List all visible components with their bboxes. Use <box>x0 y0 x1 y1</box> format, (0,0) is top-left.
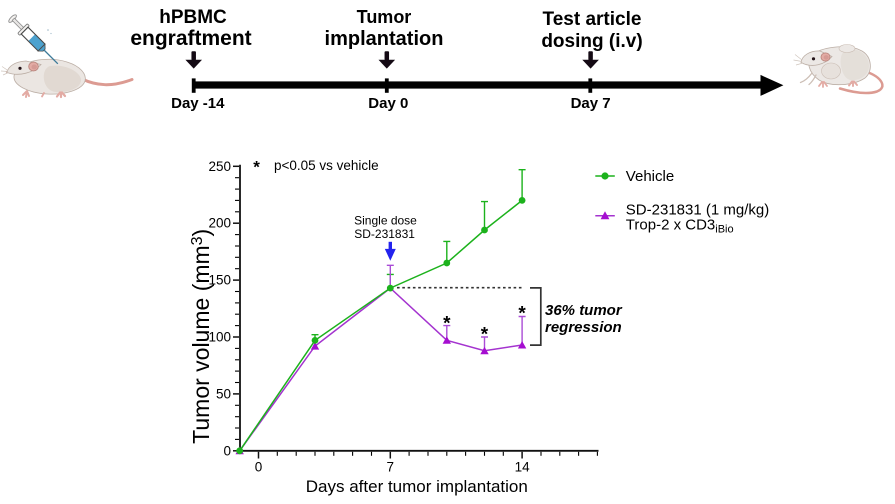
svg-text:SD-231831 (1 mg/kg): SD-231831 (1 mg/kg) <box>626 202 769 219</box>
svg-text:36% tumor: 36% tumor <box>545 302 623 319</box>
svg-text:14: 14 <box>515 460 531 475</box>
svg-text:hPBMC: hPBMC <box>159 7 227 28</box>
svg-text:Test article: Test article <box>543 9 642 30</box>
svg-text:Trop-2 x CD3iBio: Trop-2 x CD3iBio <box>626 217 734 236</box>
svg-text:200: 200 <box>208 216 231 231</box>
svg-text:Vehicle: Vehicle <box>626 168 674 185</box>
svg-text:Single dose: Single dose <box>354 214 417 228</box>
svg-text:Tumor: Tumor <box>357 7 412 27</box>
svg-text:implantation: implantation <box>325 28 444 50</box>
svg-text:engraftment: engraftment <box>130 27 251 50</box>
svg-text:Day -14: Day -14 <box>171 95 225 112</box>
svg-text:Day 7: Day 7 <box>571 95 611 112</box>
svg-text:*: * <box>518 303 526 324</box>
svg-text:7: 7 <box>387 460 395 475</box>
svg-text:*: * <box>443 314 451 335</box>
svg-text:50: 50 <box>216 386 231 401</box>
svg-text:0: 0 <box>223 443 231 458</box>
svg-text:Day 0: Day 0 <box>368 95 408 112</box>
svg-text:Days after tumor implantation: Days after tumor implantation <box>306 477 528 496</box>
svg-text:p<0.05 vs vehicle: p<0.05 vs vehicle <box>274 158 379 173</box>
svg-text:dosing (i.v): dosing (i.v) <box>541 31 642 52</box>
svg-text:*: * <box>481 324 489 345</box>
svg-text:0: 0 <box>255 460 263 475</box>
svg-text:regression: regression <box>545 319 622 336</box>
svg-text:250: 250 <box>208 159 231 174</box>
svg-text:SD-231831: SD-231831 <box>354 227 415 241</box>
svg-text:Tumor volume (mm3): Tumor volume (mm3) <box>188 229 214 444</box>
svg-text:150: 150 <box>208 273 231 288</box>
svg-text:*: * <box>253 158 260 177</box>
svg-text:100: 100 <box>208 330 231 345</box>
